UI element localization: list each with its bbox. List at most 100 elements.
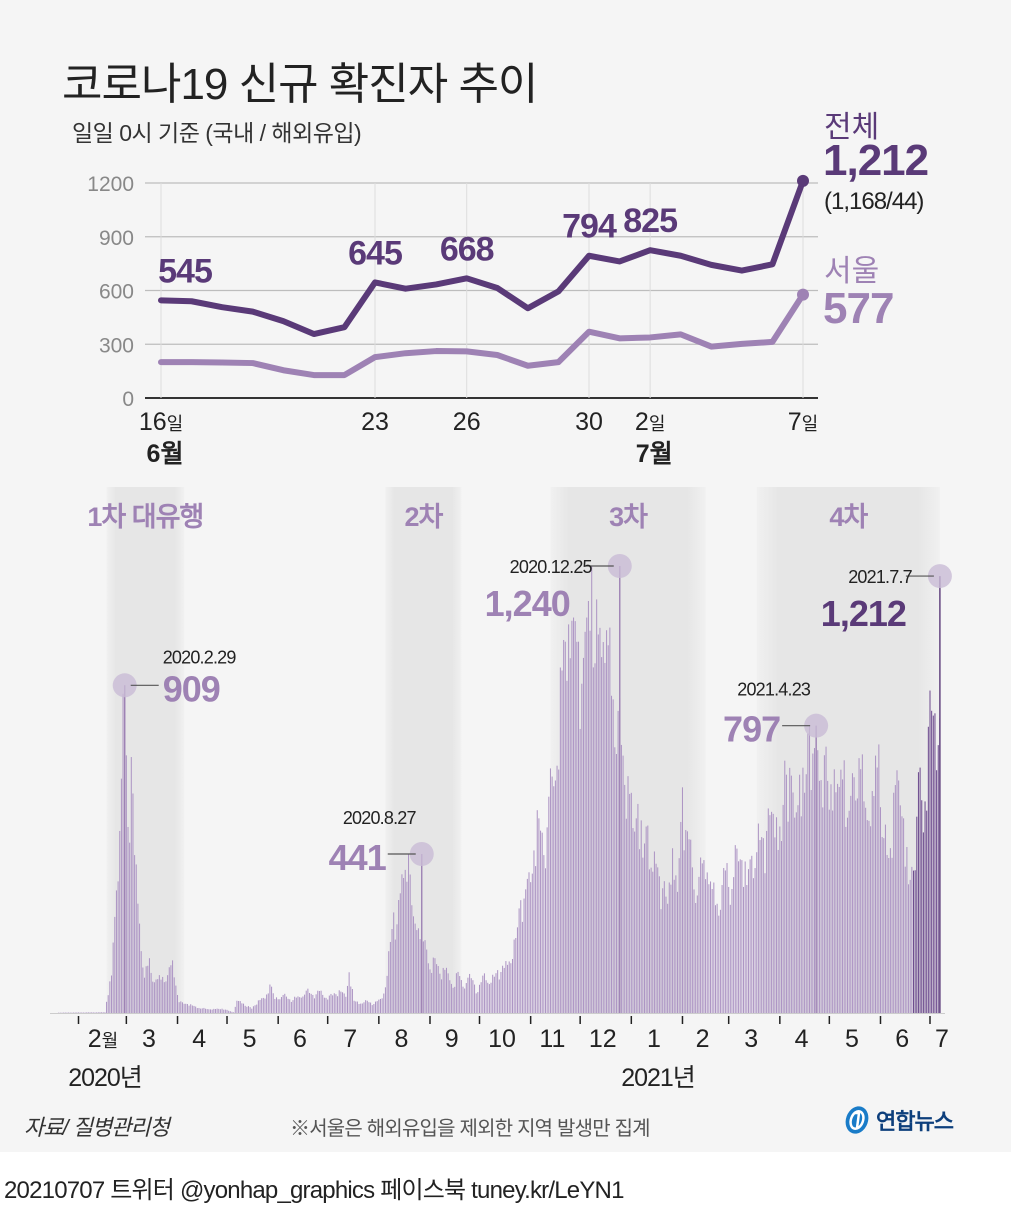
x-month-label: 5	[845, 1025, 859, 1053]
x-month-label: 6	[293, 1025, 307, 1053]
daily-bar	[277, 999, 279, 1013]
wave-band	[385, 487, 462, 1013]
x-month-label: 11	[539, 1025, 565, 1053]
daily-bar	[436, 964, 438, 1013]
daily-bar	[94, 1012, 96, 1013]
daily-bar	[564, 641, 566, 1013]
daily-bar	[906, 846, 908, 1013]
daily-bar	[823, 755, 825, 1013]
daily-bar	[528, 872, 530, 1013]
peak-marker	[409, 842, 434, 867]
daily-bar	[724, 870, 726, 1013]
daily-bar	[635, 818, 637, 1013]
daily-bar	[150, 972, 152, 1013]
x-tick-label: 7일	[788, 408, 818, 436]
daily-bar	[457, 971, 459, 1013]
daily-bar	[630, 792, 632, 1013]
daily-bar	[464, 988, 466, 1013]
daily-bar	[675, 875, 677, 1013]
legend-total-value: 1,212	[823, 136, 929, 185]
daily-bar	[881, 836, 883, 1013]
daily-bar	[229, 1011, 231, 1013]
daily-bar	[157, 979, 159, 1013]
daily-bar	[145, 966, 147, 1013]
seoul-series-line	[158, 291, 806, 379]
daily-bar	[201, 1008, 203, 1013]
x-month-label: 3	[142, 1025, 156, 1053]
daily-bar	[241, 1003, 243, 1013]
daily-bar	[708, 884, 710, 1013]
daily-bar	[771, 811, 773, 1013]
daily-bar	[685, 829, 687, 1013]
daily-bar	[549, 768, 551, 1013]
month-number: 2	[88, 1025, 102, 1053]
daily-bar	[206, 1009, 208, 1013]
daily-bar	[855, 800, 857, 1013]
daily-bar	[747, 869, 749, 1013]
daily-bar	[143, 977, 146, 1013]
daily-bar	[713, 882, 715, 1013]
daily-bar	[865, 807, 867, 1013]
daily-bar	[693, 889, 695, 1013]
daily-bar	[408, 854, 410, 1013]
x-month-label: 3	[744, 1025, 758, 1053]
daily-bar	[289, 999, 291, 1013]
daily-bar	[662, 888, 664, 1013]
daily-bar	[667, 903, 669, 1013]
peak-date-label: 2020.8.27	[343, 808, 417, 828]
daily-bar	[592, 667, 594, 1013]
daily-bar	[112, 942, 114, 1013]
daily-bar	[746, 885, 748, 1013]
daily-bar	[733, 877, 735, 1013]
daily-bar	[515, 938, 517, 1013]
daily-bar	[888, 857, 890, 1013]
daily-bar	[899, 805, 901, 1013]
daily-bar	[856, 798, 858, 1013]
daily-bar	[475, 993, 477, 1013]
daily-bar	[485, 980, 487, 1013]
daily-bar	[870, 826, 872, 1013]
daily-bar	[419, 939, 421, 1013]
daily-bar	[543, 855, 545, 1013]
daily-bar	[299, 997, 301, 1013]
daily-bar	[842, 779, 844, 1013]
daily-bar	[851, 773, 853, 1013]
x-month-label: 10	[488, 1025, 516, 1053]
daily-bar	[389, 941, 391, 1013]
daily-bar	[167, 975, 169, 1013]
daily-bar	[577, 641, 580, 1013]
daily-bar	[576, 641, 578, 1013]
daily-bar	[498, 979, 500, 1013]
daily-bar	[152, 981, 154, 1013]
daily-bar	[218, 1008, 220, 1013]
daily-bar	[916, 816, 918, 1013]
daily-bar	[165, 981, 167, 1013]
daily-bar	[153, 982, 155, 1013]
daily-bar	[723, 868, 725, 1013]
daily-bar	[581, 683, 583, 1013]
daily-bar	[231, 1011, 233, 1013]
daily-bar	[698, 876, 700, 1013]
daily-bar	[584, 631, 586, 1013]
daily-bar	[276, 997, 278, 1013]
daily-bar	[335, 994, 337, 1013]
daily-bar	[300, 997, 302, 1013]
daily-bar	[64, 1012, 66, 1014]
daily-bar	[417, 928, 419, 1013]
daily-bar	[868, 820, 870, 1013]
daily-bar	[74, 1012, 76, 1014]
x-tick-label: 2일	[635, 408, 665, 436]
daily-bar	[480, 982, 482, 1013]
daily-bar	[434, 958, 436, 1013]
daily-bar	[822, 807, 824, 1013]
daily-bar	[158, 975, 160, 1013]
daily-bar	[102, 1012, 104, 1013]
daily-bar	[932, 715, 934, 1013]
daily-bar	[129, 842, 131, 1013]
daily-bar	[924, 801, 926, 1013]
daily-bar	[460, 980, 462, 1013]
daily-bar	[825, 746, 827, 1013]
daily-bar	[285, 996, 287, 1013]
daily-bar	[429, 969, 431, 1013]
x-month-label: 4	[192, 1025, 206, 1053]
